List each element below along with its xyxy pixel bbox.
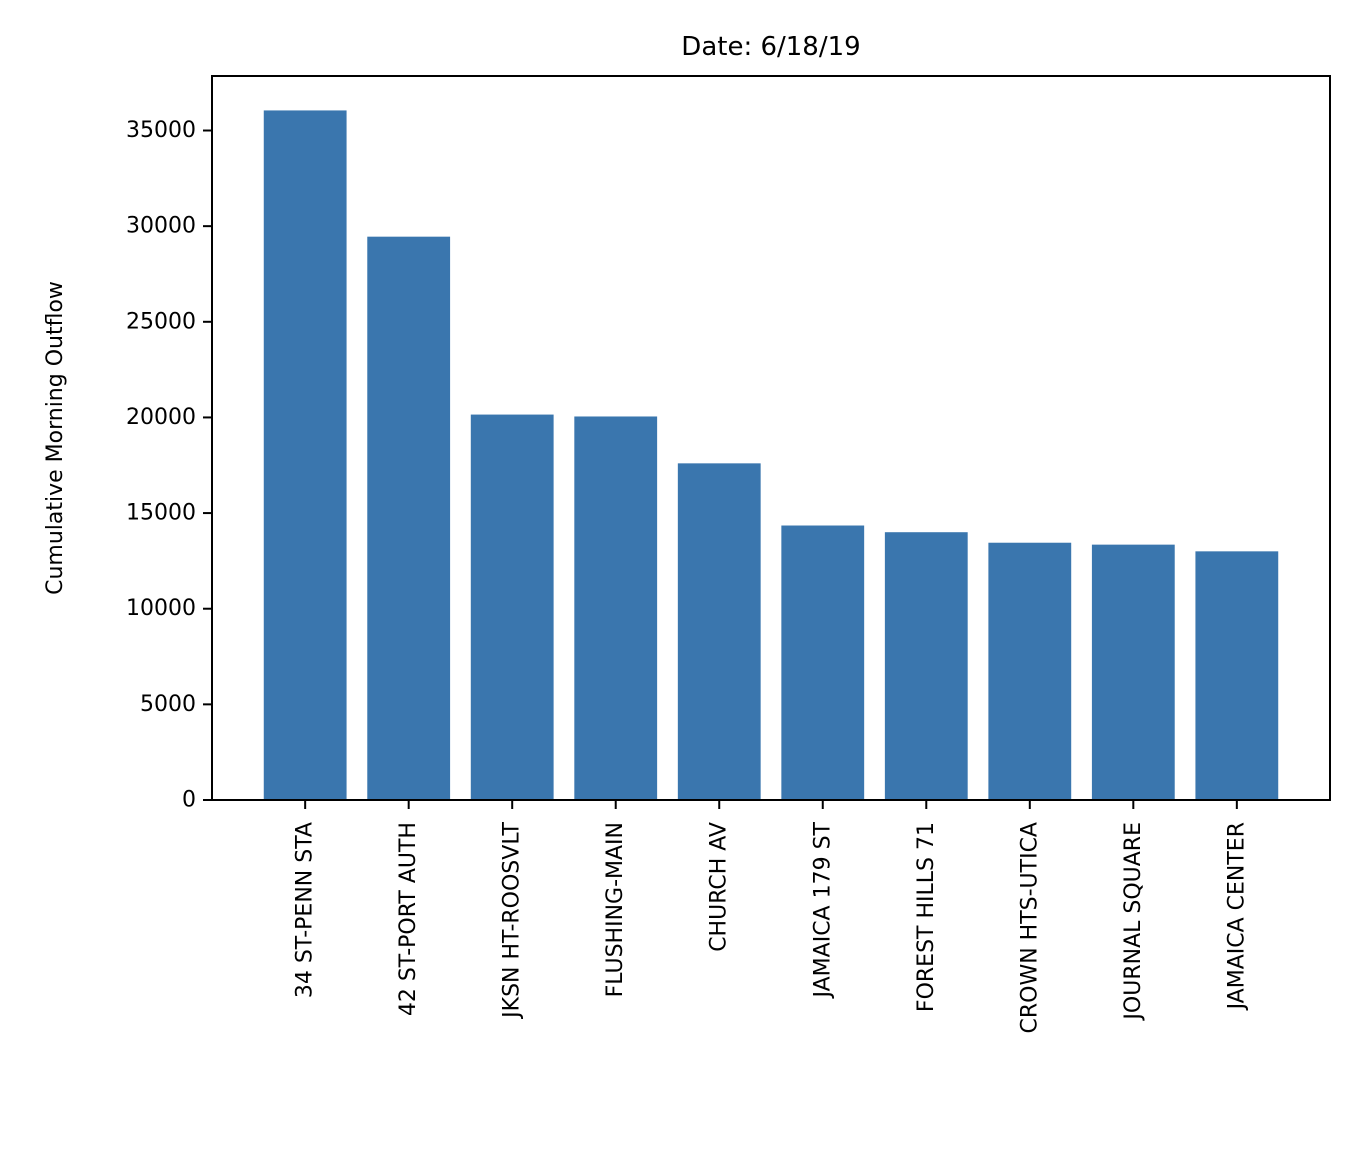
x-tick-label: JAMAICA CENTER bbox=[1224, 822, 1249, 1011]
y-tick-label: 25000 bbox=[126, 309, 196, 334]
x-tick-label: CROWN HTS-UTICA bbox=[1017, 822, 1042, 1034]
bar bbox=[781, 525, 865, 800]
x-tick-label: 34 ST-PENN STA bbox=[293, 822, 318, 998]
y-axis-label: Cumulative Morning Outflow bbox=[43, 281, 68, 595]
bar bbox=[884, 532, 968, 800]
y-tick-label: 30000 bbox=[126, 214, 196, 239]
bar bbox=[367, 236, 451, 800]
bar bbox=[470, 414, 554, 800]
y-tick-label: 0 bbox=[182, 788, 196, 813]
y-tick-label: 20000 bbox=[126, 405, 196, 430]
x-tick-label: 42 ST-PORT AUTH bbox=[396, 822, 421, 1016]
bars-layer bbox=[263, 110, 1279, 800]
y-tick-label: 10000 bbox=[126, 596, 196, 621]
x-tick-label: JAMAICA 179 ST bbox=[810, 821, 835, 999]
x-tick-label: JKSN HT-ROOSVLT bbox=[500, 821, 525, 1019]
bar bbox=[677, 463, 761, 800]
bar bbox=[1195, 551, 1279, 800]
x-tick-label: JOURNAL SQUARE bbox=[1121, 822, 1146, 1022]
x-axis-ticks: 34 ST-PENN STA 42 ST-PORT AUTH JKSN HT-ROO… bbox=[293, 800, 1249, 1034]
x-tick-label: CHURCH AV bbox=[707, 822, 732, 952]
bar bbox=[988, 542, 1072, 800]
y-tick-label: 15000 bbox=[126, 501, 196, 526]
plot-frame bbox=[211, 75, 1331, 801]
bar bbox=[1091, 544, 1175, 800]
bar bbox=[574, 416, 658, 800]
y-tick-label: 35000 bbox=[126, 118, 196, 143]
x-tick-label: FOREST HILLS 71 bbox=[914, 822, 939, 1012]
x-tick-label: FLUSHING-MAIN bbox=[603, 822, 628, 997]
y-axis-ticks: 0 5000 10000 15000 20000 25000 30000 35000 bbox=[126, 118, 212, 813]
chart-title: Date: 6/18/19 bbox=[681, 32, 860, 62]
y-tick-label: 5000 bbox=[140, 692, 196, 717]
bar bbox=[263, 110, 347, 800]
